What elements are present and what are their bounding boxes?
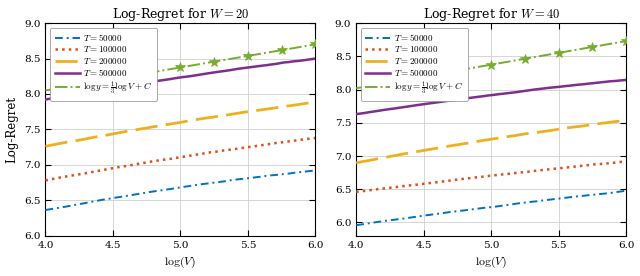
Legend: $T = 50000$, $T = 100000$, $T = 200000$, $T = 500000$, $\log y = \frac{1}{3}\log: $T = 50000$, $T = 100000$, $T = 200000$,… [361, 28, 468, 101]
Title: Log-Regret for $W = 20$: Log-Regret for $W = 20$ [112, 6, 249, 23]
Legend: $T = 50000$, $T = 100000$, $T = 200000$, $T = 500000$, $\log y = \frac{1}{3}\log: $T = 50000$, $T = 100000$, $T = 200000$,… [50, 28, 157, 101]
Y-axis label: Log-Regret: Log-Regret [6, 96, 19, 163]
Title: Log-Regret for $W = 40$: Log-Regret for $W = 40$ [422, 6, 560, 23]
X-axis label: $\log(V)$: $\log(V)$ [164, 255, 196, 270]
X-axis label: $\log(V)$: $\log(V)$ [475, 255, 508, 270]
